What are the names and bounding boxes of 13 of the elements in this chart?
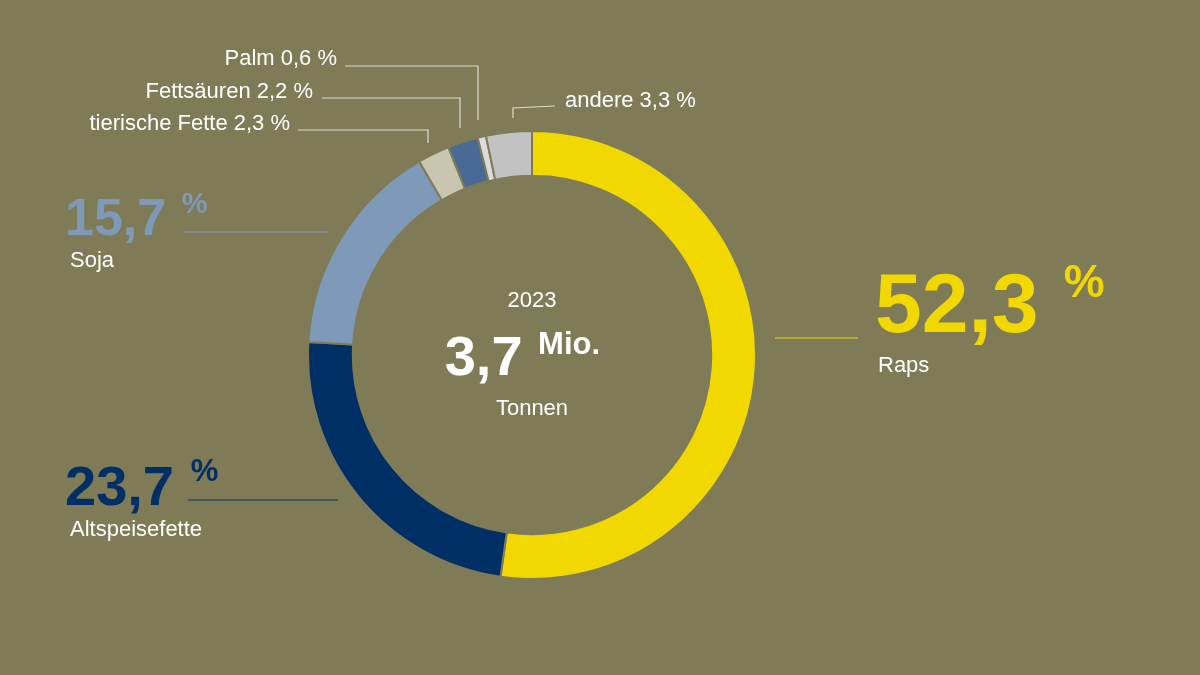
slice-label: Soja	[70, 247, 115, 272]
slice-label: Raps	[878, 352, 930, 377]
data-label: 23,7 %	[65, 453, 219, 517]
data-label: 15,7 %	[65, 187, 208, 246]
text: 3,7 Mio.	[444, 324, 601, 387]
slice-label: tierische Fette 2,3 %	[89, 110, 290, 135]
slice-label: Palm 0,6 %	[224, 45, 337, 70]
slice-label: Altspeisefette	[70, 516, 203, 541]
text: Tonnen	[495, 395, 569, 420]
slice-label: andere 3,3 %	[565, 87, 696, 112]
data-label: 52,3 %	[875, 254, 1105, 350]
slice-label: Fettsäuren 2,2 %	[145, 78, 313, 103]
text: 2023	[507, 287, 557, 312]
